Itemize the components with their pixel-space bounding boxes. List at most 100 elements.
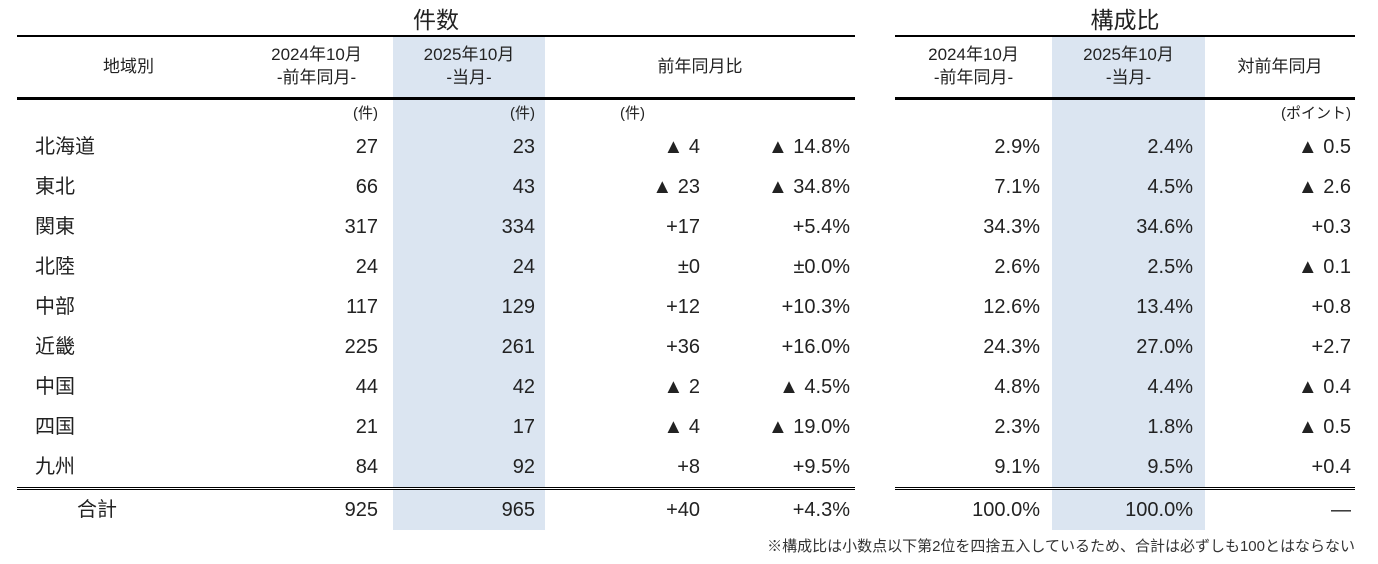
count-total-row: 合計 925 965 +40 +4.3% (17, 487, 855, 530)
count-yoy-header-label: 前年同月比 (657, 56, 743, 76)
unit-spacer (1052, 100, 1205, 127)
count-prev-month-header-line1: 2024年10月 (271, 45, 362, 65)
share-current-value: 2.5% (1052, 247, 1205, 287)
count-current-month-header-line2: -当月- (446, 68, 492, 87)
count-diff-pct-value: ±0.0% (793, 256, 850, 278)
share-table-body: 2.9% 2.4% ▲ 0.5 7.1% 4.5% ▲ 2.6 34.3% 34… (895, 127, 1355, 487)
share-current-month-header: 2025年10月 -当月- (1052, 37, 1205, 97)
region-column-header-label: 地域別 (103, 56, 154, 76)
region-label: 近畿 (35, 336, 75, 358)
count-prev-unit-label: (件) (353, 105, 378, 122)
share-table-row: 2.3% 1.8% ▲ 0.5 (895, 407, 1355, 447)
count-diff-value: +36 (666, 336, 700, 358)
region-label: 中国 (35, 376, 75, 398)
count-total-diff-value: +40 (666, 499, 700, 521)
region-label: 九州 (35, 456, 75, 478)
share-prev-month-header-line2: -前年同月- (933, 68, 1014, 87)
count-current-value: 334 (393, 207, 545, 247)
region-label: 中部 (35, 296, 75, 318)
share-table-title: 構成比 (1090, 6, 1160, 33)
count-current-value: 129 (393, 287, 545, 327)
share-total-row: 100.0% 100.0% — (895, 487, 1355, 530)
share-prev-value: 24.3% (983, 336, 1040, 358)
share-total-current-value: 100.0% (1052, 490, 1205, 530)
unit-spacer (705, 100, 855, 127)
count-diff-pct-value: +10.3% (781, 296, 850, 318)
share-diff-value: +2.7 (1311, 336, 1351, 358)
share-yoy-header: 対前年同月 (1205, 37, 1355, 97)
share-diff-value: ▲ 0.5 (1297, 416, 1351, 438)
share-table-row: 2.6% 2.5% ▲ 0.1 (895, 247, 1355, 287)
share-diff-value: ▲ 0.5 (1297, 136, 1351, 158)
count-total-current-value: 965 (393, 490, 545, 530)
share-diff-value: ▲ 0.4 (1297, 376, 1351, 398)
count-current-unit-label: (件) (393, 100, 545, 127)
share-current-value: 4.4% (1052, 367, 1205, 407)
share-prev-value: 2.6% (994, 256, 1040, 278)
share-current-value: 2.4% (1052, 127, 1205, 167)
region-label: 北陸 (35, 256, 75, 278)
share-prev-month-header-line1: 2024年10月 (928, 45, 1019, 65)
count-table: 件数 地域別 2024年10月 -前年同月- 2025年10月 -当月- 前年同… (17, 0, 855, 530)
count-table-row: 関東 317 334 +17 +5.4% (17, 207, 855, 247)
share-table-row: 4.8% 4.4% ▲ 0.4 (895, 367, 1355, 407)
share-table-header: 2024年10月 -前年同月- 2025年10月 -当月- 対前年同月 (895, 35, 1355, 100)
count-diff-pct-value: ▲ 34.8% (767, 176, 850, 198)
count-total-diff-pct-value: +4.3% (792, 499, 850, 521)
count-diff-unit-label: (件) (620, 105, 645, 122)
count-prev-value: 84 (355, 456, 378, 478)
share-prev-month-header: 2024年10月 -前年同月- (895, 37, 1052, 97)
count-current-month-header: 2025年10月 -当月- (393, 37, 545, 97)
share-prev-value: 2.9% (994, 136, 1040, 158)
count-prev-value: 225 (344, 336, 378, 358)
region-label: 四国 (35, 416, 75, 438)
count-diff-value: ▲ 4 (663, 416, 700, 438)
count-prev-value: 117 (346, 296, 378, 318)
count-yoy-header: 前年同月比 (545, 37, 855, 97)
count-current-value: 42 (393, 367, 545, 407)
share-diff-value: +0.8 (1311, 296, 1351, 318)
count-table-row: 四国 21 17 ▲ 4 ▲ 19.0% (17, 407, 855, 447)
count-current-month-header-line1: 2025年10月 (423, 45, 515, 65)
count-diff-value: +17 (666, 216, 700, 238)
share-prev-value: 4.8% (994, 376, 1040, 398)
count-prev-value: 66 (355, 176, 378, 198)
rounding-footnote: ※構成比は小数点以下第2位を四捨五入しているため、合計は必ずしも100とはならな… (767, 538, 1355, 555)
share-diff-value: +0.3 (1311, 216, 1351, 238)
count-prev-month-header: 2024年10月 -前年同月- (240, 37, 393, 97)
count-diff-pct-value: ▲ 4.5% (779, 376, 850, 398)
share-prev-value: 9.1% (994, 456, 1040, 478)
share-table: 構成比 2024年10月 -前年同月- 2025年10月 -当月- 対前年同月 … (895, 0, 1355, 530)
share-diff-value: ▲ 2.6 (1297, 176, 1351, 198)
count-prev-value: 24 (355, 256, 378, 278)
count-diff-pct-value: ▲ 14.8% (767, 136, 850, 158)
total-label: 合計 (77, 499, 117, 521)
count-current-value: 43 (393, 167, 545, 207)
share-diff-unit-label: (ポイント) (1281, 105, 1351, 122)
share-unit-row: (ポイント) (895, 100, 1355, 127)
count-prev-value: 21 (355, 416, 378, 438)
count-total-prev-value: 925 (344, 499, 378, 521)
share-table-row: 9.1% 9.5% +0.4 (895, 447, 1355, 487)
count-table-row: 九州 84 92 +8 +9.5% (17, 447, 855, 487)
count-prev-value: 44 (355, 376, 378, 398)
count-table-body: 北海道 27 23 ▲ 4 ▲ 14.8% 東北 66 43 ▲ 23 ▲ 34… (17, 127, 855, 487)
count-table-row: 東北 66 43 ▲ 23 ▲ 34.8% (17, 167, 855, 207)
share-table-row: 34.3% 34.6% +0.3 (895, 207, 1355, 247)
count-current-value: 24 (393, 247, 545, 287)
count-diff-value: ±0 (677, 256, 700, 278)
share-prev-value: 34.3% (983, 216, 1040, 238)
region-label: 東北 (35, 176, 75, 198)
count-diff-value: ▲ 4 (663, 136, 700, 158)
count-table-row: 中部 117 129 +12 +10.3% (17, 287, 855, 327)
count-diff-pct-value: ▲ 19.0% (767, 416, 850, 438)
count-table-header: 地域別 2024年10月 -前年同月- 2025年10月 -当月- 前年同月比 (17, 35, 855, 100)
region-column-header: 地域別 (17, 37, 240, 97)
share-current-value: 13.4% (1052, 287, 1205, 327)
count-table-row: 北陸 24 24 ±0 ±0.0% (17, 247, 855, 287)
count-diff-value: ▲ 2 (663, 376, 700, 398)
share-table-row: 2.9% 2.4% ▲ 0.5 (895, 127, 1355, 167)
share-diff-value: +0.4 (1311, 456, 1351, 478)
share-yoy-header-label: 対前年同月 (1237, 56, 1323, 76)
